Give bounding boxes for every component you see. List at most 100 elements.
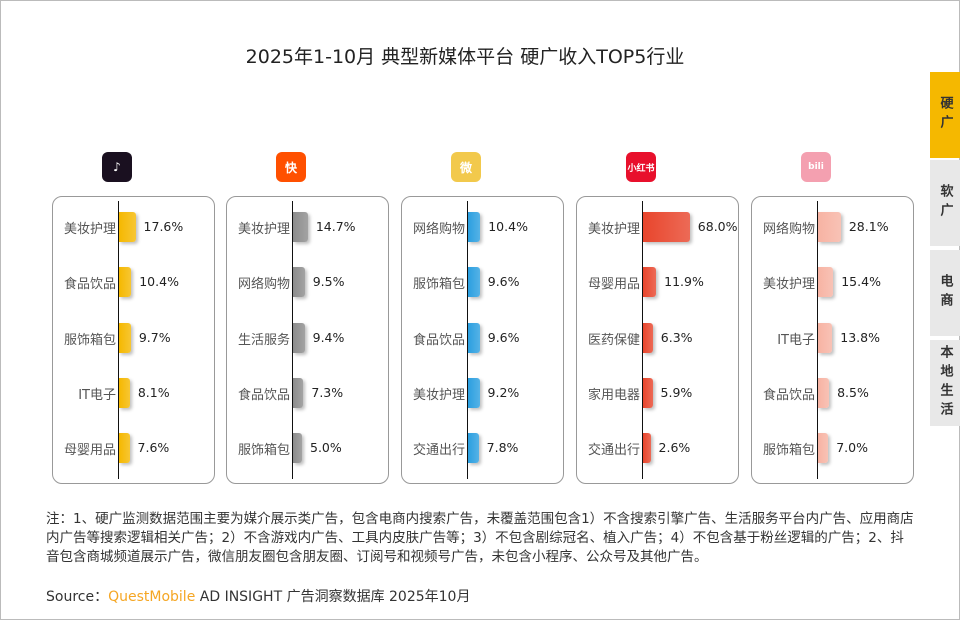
tab-2[interactable]: 电商 [930,250,960,336]
weibo-panel: 网络购物 10.4% 服饰箱包 9.6% 食品饮品 9.6% 美妆护理 9.2% 交通出… [401,196,564,484]
value-label: 9.5% [312,274,345,289]
bar [468,212,481,242]
value-label: 2.6% [658,440,691,455]
bar-row: 服饰箱包 9.7% [53,323,214,353]
category-label: 网络购物 [412,222,465,237]
category-label: 服饰箱包 [237,443,290,458]
bar-row: 服饰箱包 5.0% [227,433,388,463]
category-label: 网络购物 [237,277,290,292]
value-label: 8.5% [837,385,869,400]
value-label: 15.4% [841,274,881,289]
tab-3[interactable]: 本地生活 [930,340,960,426]
axis-line [118,201,119,479]
bar [818,323,833,353]
bar [293,212,308,242]
bar [119,378,130,408]
value-label: 7.6% [137,440,170,455]
bar [119,323,131,353]
bar-row: 食品饮品 10.4% [53,267,214,297]
category-label: IT电子 [78,388,116,403]
bar [293,433,302,463]
bar-row: IT电子 13.8% [752,323,913,353]
bar [643,267,657,297]
category-label: 美妆护理 [762,277,815,292]
source-prefix: Source： [46,589,109,605]
value-label: 9.2% [487,385,520,400]
bar-row: IT电子 8.1% [53,378,214,408]
bar-row: 服饰箱包 7.0% [752,433,913,463]
bar-row: 食品饮品 8.5% [752,378,913,408]
bar [119,212,136,242]
value-label: 28.1% [848,219,889,234]
source-brand: QuestMobile [108,589,196,605]
douyin-panel: 美妆护理 17.6% 食品饮品 10.4% 服饰箱包 9.7% IT电子 8.1% 母婴… [52,196,215,484]
category-label: 医药保健 [587,333,640,348]
category-label: 美妆护理 [237,222,290,237]
category-label: 食品饮品 [63,277,116,292]
bar [468,378,480,408]
xiaohongshu-panel: 美妆护理 68.0% 母婴用品 11.9% 医药保健 6.3% 家用电器 5.9% 交通… [576,196,739,484]
value-label: 7.0% [836,440,868,455]
bar-row: 网络购物 9.5% [227,267,388,297]
category-label: 家用电器 [587,388,640,403]
bar-row: 美妆护理 17.6% [53,212,214,242]
bar-row: 服饰箱包 9.6% [402,267,563,297]
bar-row: 网络购物 10.4% [402,212,563,242]
bar-row: 交通出行 7.8% [402,433,563,463]
value-label: 5.9% [660,385,693,400]
category-label: 服饰箱包 [63,333,116,348]
category-label: 网络购物 [762,222,815,237]
category-label: 美妆护理 [587,222,640,237]
value-label: 9.4% [312,330,345,345]
value-label: 10.4% [139,274,179,289]
bar-row: 母婴用品 7.6% [53,433,214,463]
axis-line [817,201,818,479]
value-label: 17.6% [143,219,184,234]
bar [818,267,834,297]
footnote: 注：1、硬广监测数据范围主要为媒介展示类广告，包含电商内搜索广告，未覆盖范围包含… [46,511,914,565]
bilibili-panel: 网络购物 28.1% 美妆护理 15.4% IT电子 13.8% 食品饮品 8.5% 服… [751,196,914,484]
bar-row: 美妆护理 14.7% [227,212,388,242]
axis-line [642,201,643,479]
bar [643,433,651,463]
bar-row: 美妆护理 9.2% [402,378,563,408]
value-label: 9.6% [487,330,520,345]
bar [293,378,304,408]
value-label: 9.6% [487,274,520,289]
category-label: 食品饮品 [762,388,815,403]
bar-row: 食品饮品 9.6% [402,323,563,353]
axis-line [467,201,468,479]
source: Source：QuestMobile AD INSIGHT 广告洞察数据库 20… [46,586,470,606]
category-label: 生活服务 [237,333,290,348]
category-label: 美妆护理 [63,222,116,237]
bar [468,323,480,353]
bar [818,433,829,463]
category-label: 交通出行 [587,443,640,458]
bar [293,267,305,297]
tab-1[interactable]: 软广 [930,160,960,246]
category-label: 食品饮品 [237,388,290,403]
source-suffix: AD INSIGHT 广告洞察数据库 2025年10月 [195,589,471,605]
bar-row: 生活服务 9.4% [227,323,388,353]
bar [818,378,830,408]
bar-row: 家用电器 5.9% [577,378,738,408]
chart-title: 2025年1-10月 典型新媒体平台 硬广收入TOP5行业 [245,46,685,68]
bar-row: 网络购物 28.1% [752,212,913,242]
bar-row: 母婴用品 11.9% [577,267,738,297]
bar-row: 美妆护理 15.4% [752,267,913,297]
category-label: 美妆护理 [412,388,465,403]
value-label: 10.4% [488,219,528,234]
value-label: 7.3% [311,385,344,400]
axis-line [292,201,293,479]
bar [119,267,132,297]
category-label: 交通出行 [412,443,465,458]
value-label: 8.1% [137,385,170,400]
bar [468,267,480,297]
value-label: 13.8% [840,330,880,345]
category-label: 母婴用品 [63,443,116,458]
bar-row: 交通出行 2.6% [577,433,738,463]
weibo-logo-icon: 微 [451,152,481,182]
tab-0[interactable]: 硬广 [930,72,960,158]
bilibili-logo-icon: bili [801,152,831,182]
douyin-logo-icon: ♪ [102,152,132,182]
